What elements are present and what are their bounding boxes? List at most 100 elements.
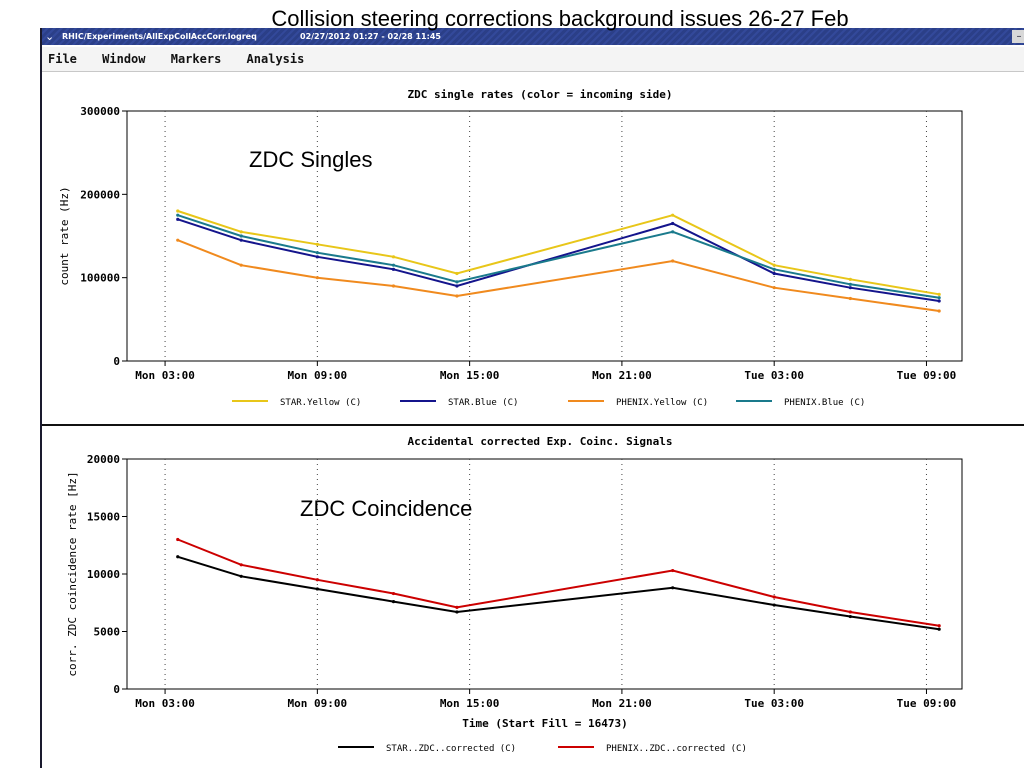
menu-analysis[interactable]: Analysis	[246, 52, 305, 66]
series-point	[391, 284, 396, 288]
series-point	[772, 603, 776, 607]
series-point	[937, 299, 941, 303]
zdc-singles-chart: ZDC single rates (color = incoming side)…	[58, 88, 963, 408]
x-axis-label: Time (Start Fill = 16473)	[462, 717, 628, 730]
series-point	[848, 296, 852, 301]
series-point	[239, 574, 243, 578]
y-tick-label: 5000	[94, 626, 121, 639]
x-tick-label: Mon 21:00	[592, 697, 652, 710]
series-point	[937, 627, 941, 631]
series-point	[391, 255, 396, 259]
x-tick-label: Mon 21:00	[592, 369, 652, 382]
window-time-range: 02/27/2012 01:27 - 02/28 11:45	[300, 32, 441, 41]
plot-frame	[126, 110, 963, 362]
series-point	[176, 217, 180, 221]
series-point	[176, 537, 180, 542]
y-tick-label: 0	[113, 355, 120, 368]
series-line-1	[177, 218, 940, 302]
chart-title: ZDC single rates (color = incoming side)	[408, 88, 673, 101]
series-point	[315, 251, 319, 255]
series-point	[239, 230, 243, 234]
series-line-0	[177, 555, 940, 631]
series-point	[315, 578, 319, 582]
series-point	[848, 610, 852, 614]
series-point	[176, 213, 180, 217]
series-point	[315, 255, 319, 259]
legend-label: STAR.Yellow (C)	[280, 398, 361, 408]
series-point	[455, 605, 459, 609]
x-tick-label: Mon 09:00	[288, 697, 348, 710]
series-point	[391, 267, 396, 271]
series-point	[671, 230, 675, 234]
menu-file[interactable]: File	[48, 52, 77, 66]
series-point	[772, 595, 776, 599]
legend-label: PHENIX.Blue (C)	[784, 398, 865, 408]
window-path: RHIC/Experiments/AllExpCollAccCorr.logre…	[62, 32, 257, 41]
legend-label: STAR.Blue (C)	[448, 398, 518, 408]
menu-window[interactable]: Window	[102, 52, 146, 66]
y-tick-label: 15000	[87, 511, 120, 524]
series-point	[176, 555, 180, 559]
x-tick-label: Tue 09:00	[897, 369, 957, 382]
series-point	[455, 284, 459, 288]
x-tick-label: Mon 09:00	[288, 369, 348, 382]
series-point	[848, 614, 852, 619]
x-tick-label: Mon 15:00	[440, 697, 500, 710]
y-tick-label: 0	[113, 683, 120, 696]
minimize-button[interactable]: –	[1012, 30, 1024, 43]
zdc-coincidence-chart: Accidental corrected Exp. Coinc. Signals…	[66, 435, 963, 754]
series-point	[455, 610, 459, 614]
chart-title: Accidental corrected Exp. Coinc. Signals	[408, 435, 673, 448]
series-point	[937, 292, 941, 296]
y-tick-label: 20000	[87, 453, 120, 466]
series-point	[772, 263, 776, 267]
y-tick-label: 200000	[80, 188, 120, 201]
series-point	[391, 600, 396, 604]
x-tick-label: Tue 03:00	[744, 369, 804, 382]
series-point	[772, 271, 776, 276]
series-point	[315, 276, 319, 280]
series-point	[671, 221, 675, 226]
series-point	[848, 277, 852, 281]
annotation-zdc-coincidence: ZDC Coincidence	[300, 496, 472, 521]
window-menu-chevron-icon[interactable]: ⌄	[45, 30, 55, 43]
series-point	[772, 286, 776, 290]
series-point	[848, 286, 852, 290]
series-point	[315, 587, 319, 591]
series-point	[455, 280, 459, 284]
x-tick-label: Tue 03:00	[744, 697, 804, 710]
app-window: ⌄ RHIC/Experiments/AllExpCollAccCorr.log…	[40, 28, 1024, 768]
window-titlebar[interactable]: ⌄ RHIC/Experiments/AllExpCollAccCorr.log…	[42, 28, 1024, 45]
series-point	[455, 294, 459, 298]
series-line-0	[177, 210, 940, 296]
x-tick-label: Mon 03:00	[135, 369, 195, 382]
series-point	[455, 271, 459, 276]
legend-label: STAR..ZDC..corrected (C)	[386, 744, 516, 754]
series-point	[772, 267, 776, 271]
series-point	[671, 586, 675, 590]
x-tick-label: Mon 03:00	[135, 697, 195, 710]
series-point	[176, 238, 180, 242]
y-axis-label: corr. ZDC coincidence rate [Hz]	[66, 471, 79, 676]
menu-markers[interactable]: Markers	[170, 52, 222, 66]
menubar: File Window Markers Analysis	[42, 47, 1024, 72]
series-point	[937, 624, 941, 628]
panel-divider	[42, 424, 1024, 426]
plot-frame	[126, 458, 963, 690]
x-tick-label: Mon 15:00	[440, 369, 500, 382]
x-tick-label: Tue 09:00	[897, 697, 957, 710]
series-point	[176, 209, 180, 213]
series-point	[671, 213, 675, 217]
series-point	[937, 309, 941, 313]
slide-title: Collision steering corrections backgroun…	[271, 6, 849, 31]
series-point	[937, 296, 941, 300]
series-point	[391, 591, 396, 596]
series-point	[239, 234, 243, 238]
y-tick-label: 10000	[87, 568, 120, 581]
legend-label: PHENIX..ZDC..corrected (C)	[606, 744, 747, 754]
series-point	[391, 263, 396, 267]
y-tick-label: 300000	[80, 105, 120, 118]
series-point	[848, 282, 852, 286]
annotation-zdc-singles: ZDC Singles	[249, 147, 372, 172]
